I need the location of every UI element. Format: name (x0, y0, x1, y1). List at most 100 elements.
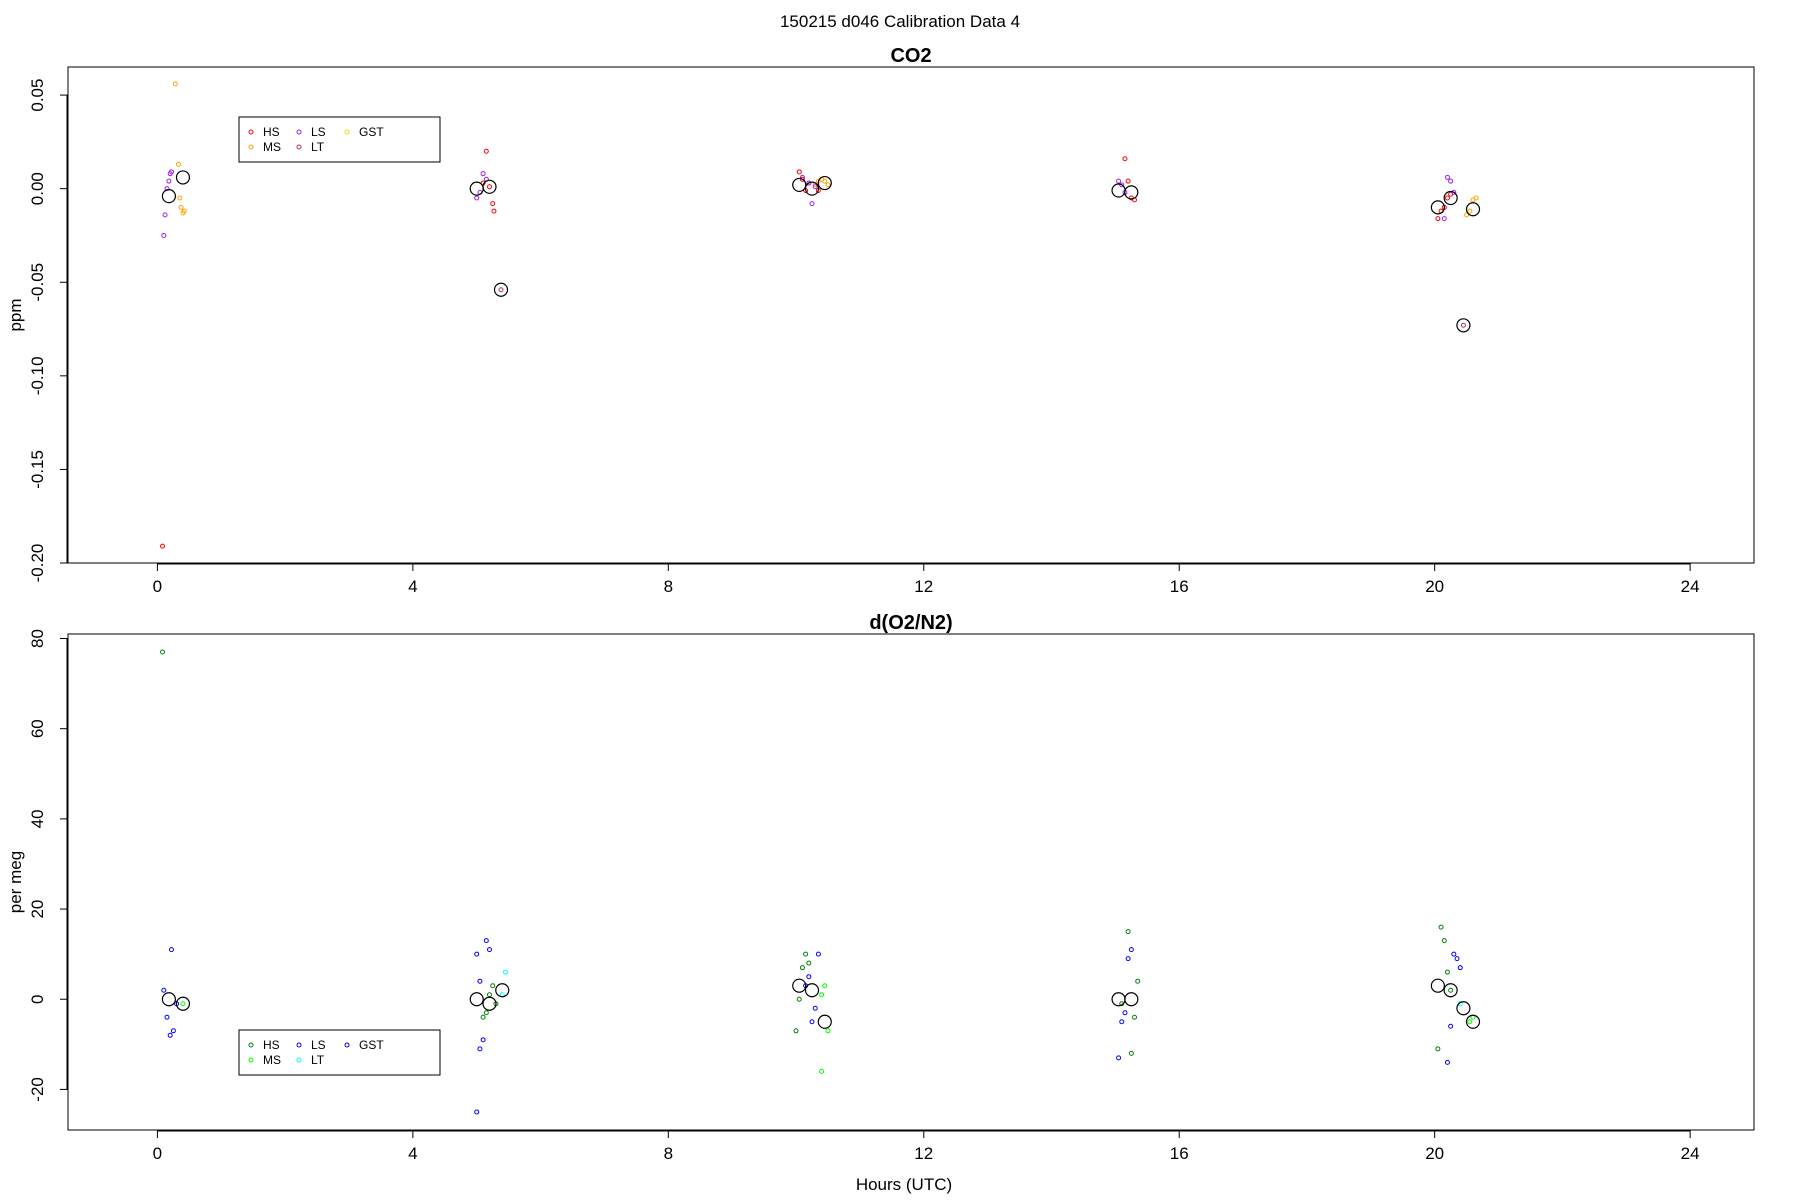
data-point-ls (166, 178, 172, 184)
data-point-hs (799, 176, 805, 182)
data-point-ls (477, 1046, 483, 1052)
legend-marker (248, 1042, 254, 1048)
mean-point (817, 1014, 832, 1029)
data-point-hs (806, 960, 812, 966)
y-tick-label: -0.20 (28, 544, 47, 583)
x-axis-label: Hours (UTC) (856, 1175, 952, 1194)
mean-point (1124, 992, 1139, 1007)
mean-point (792, 978, 807, 993)
mean-point (1443, 190, 1458, 206)
x-tick-label: 4 (408, 1144, 417, 1163)
data-point-ls (1116, 1055, 1122, 1061)
data-point-ls (1448, 178, 1454, 184)
data-point-hs (1122, 156, 1128, 162)
data-point-ls (1128, 947, 1134, 953)
data-point-ls (1454, 956, 1460, 962)
data-point-ls (162, 212, 168, 218)
y-tick-label: 20 (28, 900, 47, 919)
data-point-hs (1125, 929, 1131, 935)
data-point-ls (161, 987, 167, 993)
x-tick-label: 12 (914, 1144, 933, 1163)
legend-marker (248, 129, 254, 135)
mean-point (161, 992, 177, 1007)
data-point-ls (1444, 174, 1450, 180)
mean-point (804, 181, 820, 196)
data-point-ms (822, 983, 828, 989)
mean-point (1465, 1014, 1481, 1029)
data-point-ls (1451, 189, 1457, 195)
legend-marker (344, 1042, 350, 1048)
y-tick-label: 60 (28, 719, 47, 738)
data-point-ls (161, 232, 167, 238)
o2n2-panel: d(O2/N2) per meg 0 4 8 12 16 20 24 80 60 40 20 0 -20 HS… (6, 612, 1755, 1163)
data-point-ms (172, 81, 178, 87)
x-tick-label: 8 (664, 577, 673, 596)
data-point-ls (806, 974, 812, 980)
data-point-lt (498, 287, 504, 293)
data-point-ls (1125, 956, 1131, 962)
y-tick-label: -0.10 (28, 356, 47, 395)
legend-label: LS (311, 1038, 326, 1052)
data-point-ls (806, 180, 812, 186)
data-point-ls (809, 201, 815, 207)
legend-marker (248, 1057, 254, 1063)
legend-marker (344, 129, 350, 135)
data-point-ms (180, 1001, 186, 1007)
y-axis-label: per meg (6, 851, 25, 913)
mean-point (482, 179, 497, 194)
legend-marker (296, 129, 302, 135)
x-tick-label: 24 (1681, 1144, 1700, 1163)
data-point-lt (1460, 322, 1466, 328)
data-point-hs (1132, 1014, 1138, 1020)
data-point-hs (1444, 195, 1450, 201)
data-point-ls (812, 1005, 818, 1011)
legend-label: GST (359, 1038, 384, 1052)
data-point-ls (474, 951, 480, 957)
data-point-ms (1464, 212, 1470, 218)
data-point-ls (1441, 216, 1447, 222)
data-point-hs (487, 184, 492, 190)
data-point-hs (1128, 1050, 1134, 1056)
y-tick-label: -0.05 (28, 263, 47, 302)
data-point-hs (483, 148, 489, 154)
data-point-ms (819, 1068, 825, 1074)
panel-title: d(O2/N2) (869, 612, 952, 634)
data-point-ls (477, 978, 483, 984)
data-point-ls (480, 1037, 486, 1043)
x-tick-label: 16 (1170, 577, 1189, 596)
legend-marker (296, 1057, 302, 1063)
data-point-ls (487, 947, 492, 953)
data-point-ls (815, 951, 821, 957)
mean-point (1465, 202, 1481, 217)
mean-point (469, 992, 484, 1007)
x-tick-label: 4 (408, 577, 417, 596)
y-axis-label: ppm (6, 298, 25, 331)
data-point-ms (1467, 1019, 1473, 1025)
data-point-ls (474, 195, 480, 201)
y-tick-label: 40 (28, 809, 47, 828)
data-point-ms (1473, 195, 1479, 201)
data-point-ls (1457, 965, 1463, 971)
data-point-hs (1438, 924, 1444, 930)
x-tick-label: 12 (914, 577, 933, 596)
y-tick-label: 0.00 (28, 172, 47, 205)
data-point-hs (799, 965, 805, 971)
data-point-ls (1448, 1023, 1454, 1029)
x-tick-label: 0 (153, 1144, 162, 1163)
mean-point (1443, 983, 1458, 998)
y-tick-label: 80 (28, 629, 47, 648)
data-point-ls (480, 171, 486, 177)
legend-marker (248, 144, 254, 150)
mean-point (482, 996, 497, 1011)
main-title: 150215 d046 Calibration Data 4 (780, 12, 1020, 31)
data-point-ls (1122, 1010, 1128, 1016)
data-point-ls (474, 1109, 480, 1115)
data-point-ls (1119, 182, 1125, 188)
data-point-ls (170, 1028, 176, 1034)
mean-point (817, 175, 832, 191)
x-tick-label: 0 (153, 577, 162, 596)
data-point-ms (178, 204, 184, 210)
data-point-hs (160, 543, 166, 549)
